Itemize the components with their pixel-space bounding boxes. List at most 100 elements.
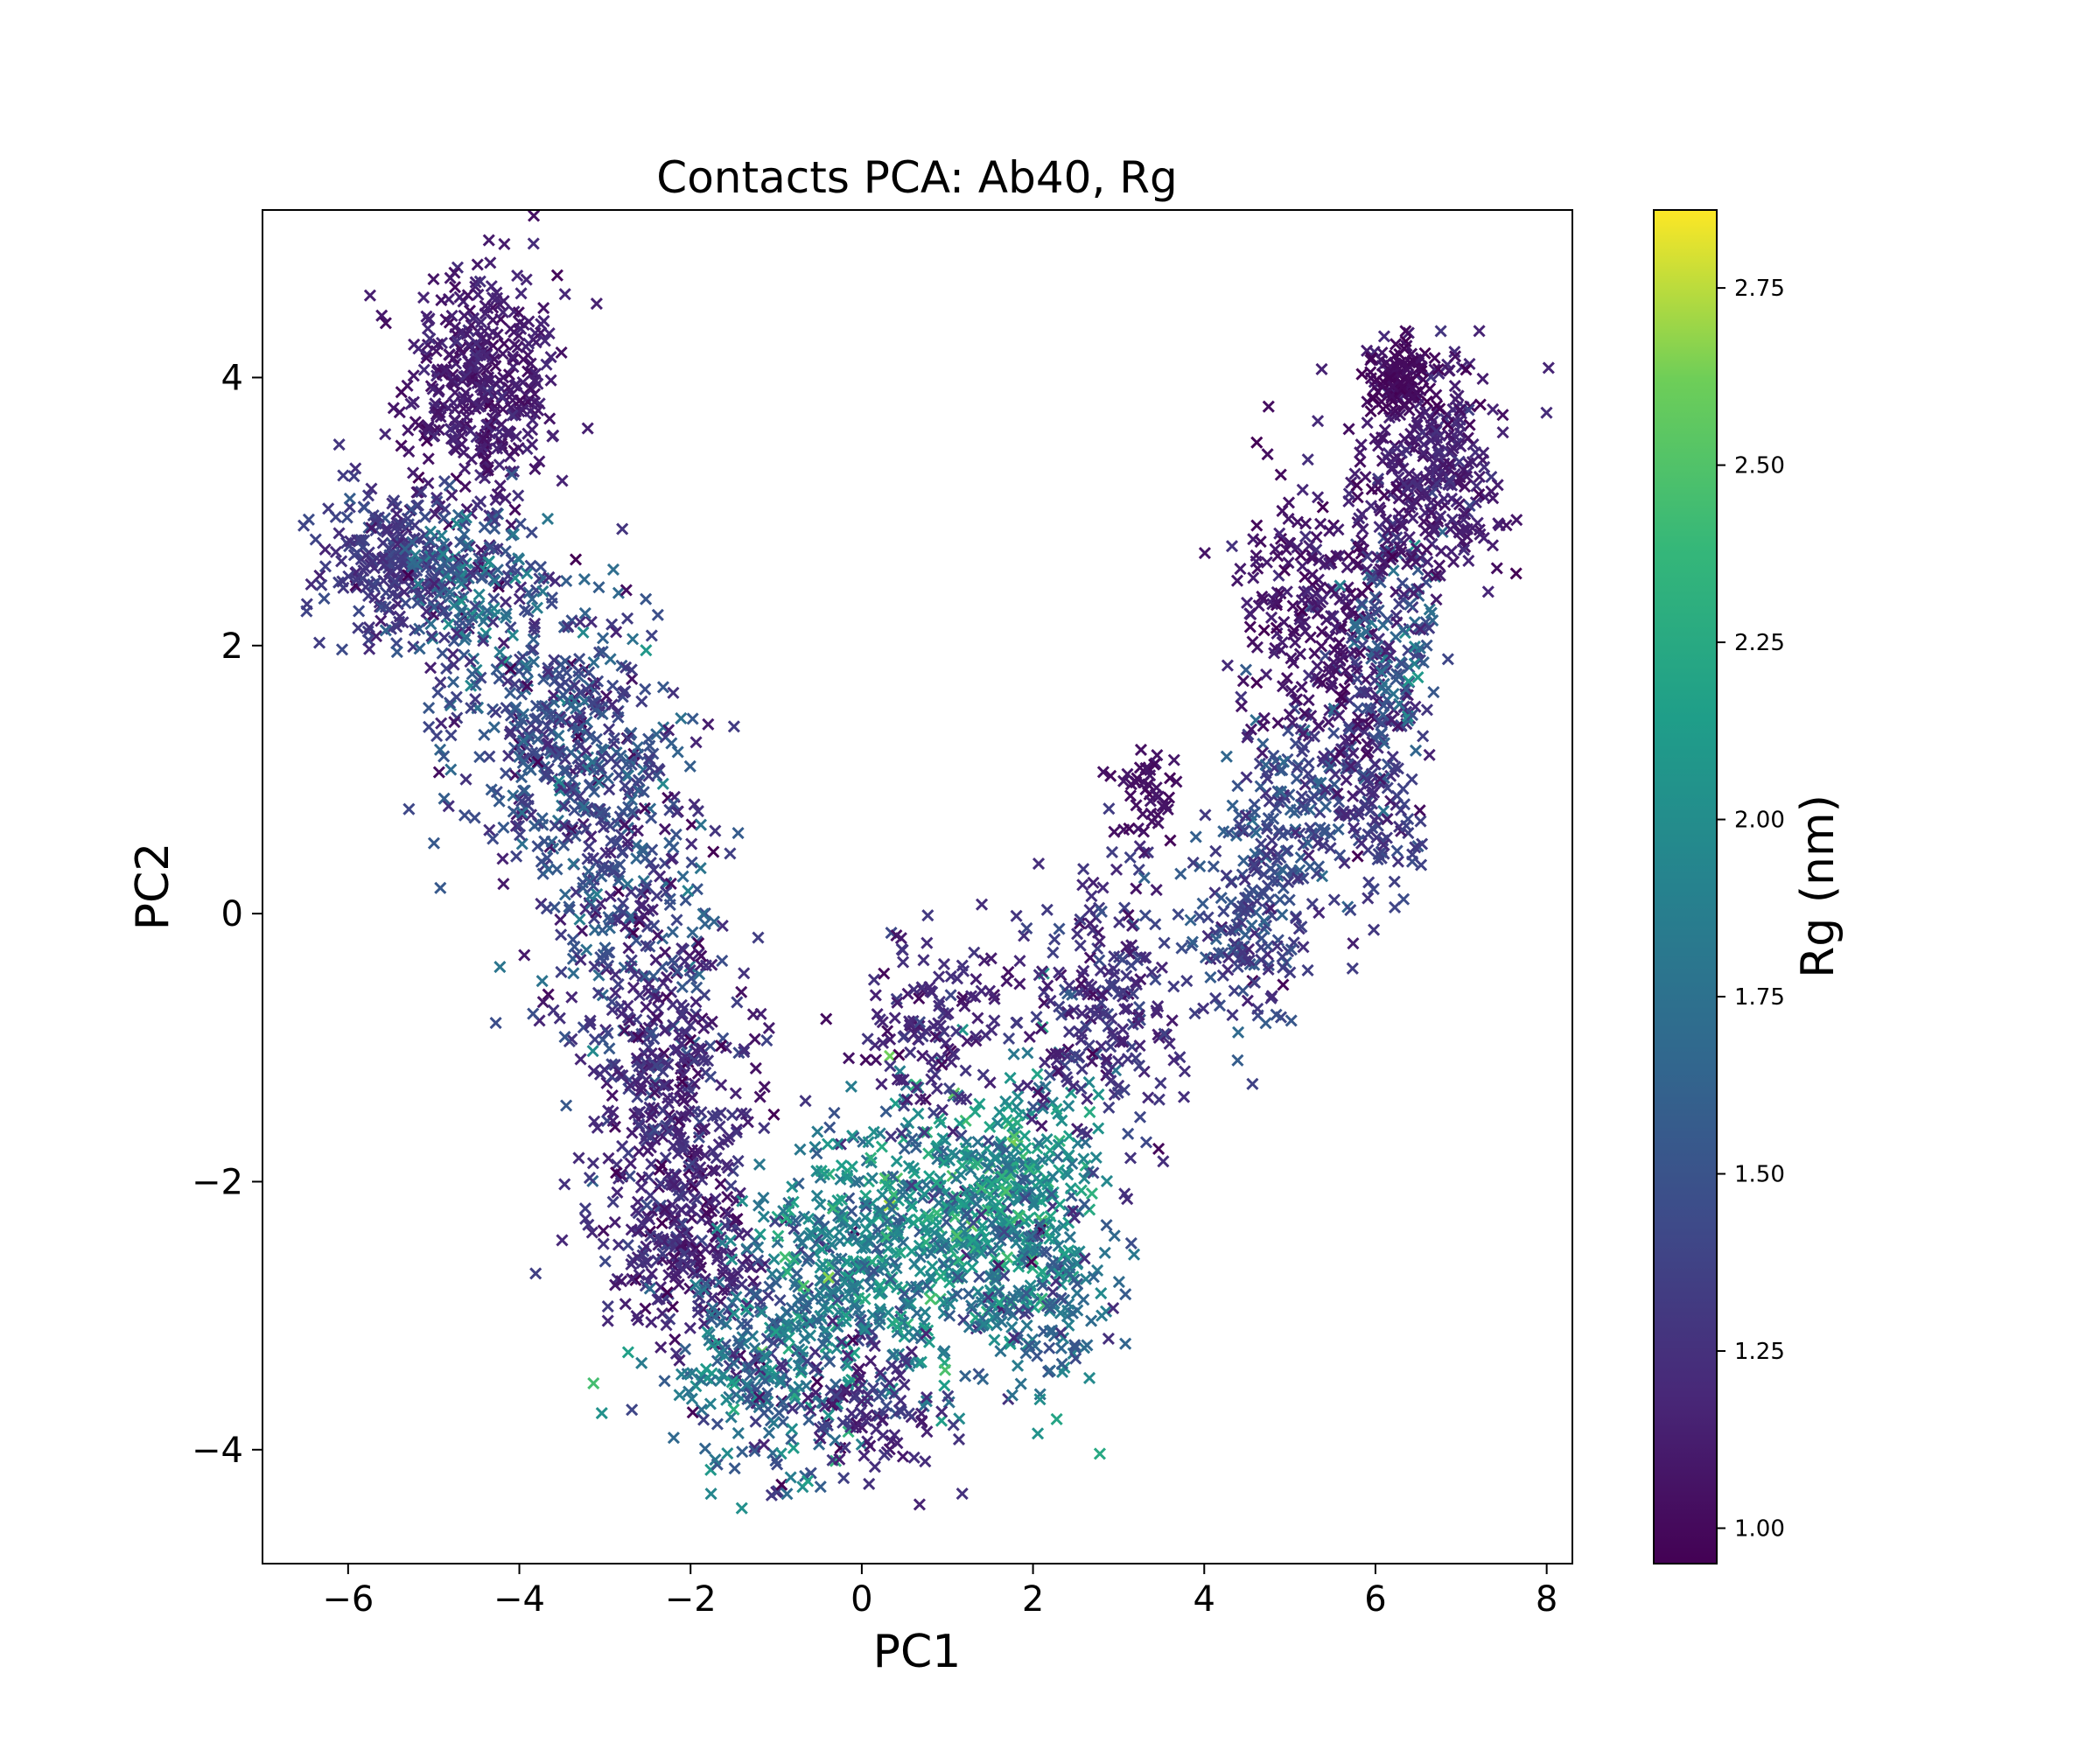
scatter-point	[620, 661, 633, 674]
scatter-point	[592, 775, 606, 789]
scatter-point	[584, 1018, 597, 1031]
scatter-point	[512, 552, 525, 565]
scatter-point	[469, 693, 482, 706]
scatter-point	[667, 686, 680, 699]
scatter-point	[1302, 757, 1315, 770]
scatter-point	[689, 1278, 703, 1292]
scatter-point	[1260, 668, 1273, 682]
scatter-point	[618, 818, 631, 831]
scatter-point	[1062, 979, 1076, 992]
scatter-point	[381, 522, 394, 536]
scatter-point	[541, 512, 555, 525]
scatter-point	[869, 989, 882, 1002]
scatter-point	[1138, 909, 1152, 922]
scatter-point	[1119, 1337, 1132, 1350]
scatter-point	[724, 1276, 738, 1289]
scatter-point	[353, 605, 366, 618]
scatter-point	[640, 644, 653, 657]
scatter-point	[584, 1014, 597, 1027]
scatter-point	[640, 1000, 653, 1014]
scatter-point	[1043, 1341, 1056, 1354]
scatter-point	[748, 1341, 761, 1354]
scatter-point	[913, 1498, 927, 1511]
scatter-point	[350, 573, 363, 586]
scatter-point	[563, 900, 576, 914]
scatter-point	[686, 926, 699, 939]
scatter-point	[1265, 834, 1278, 847]
scatter-point	[556, 746, 570, 759]
scatter-point	[583, 1171, 597, 1185]
scatter-point	[1178, 1065, 1192, 1078]
scatter-point	[610, 1166, 623, 1180]
scatter-point	[665, 737, 678, 750]
scatter-point	[704, 1040, 717, 1053]
scatter-point	[939, 1363, 952, 1376]
scatter-point	[499, 611, 513, 624]
scatter-point	[1448, 379, 1461, 393]
scatter-point	[606, 618, 619, 631]
scatter-point	[562, 620, 575, 634]
scatter-point	[358, 500, 371, 514]
scatter-point	[1013, 977, 1026, 990]
scatter-point	[682, 1159, 696, 1172]
scatter-point	[1235, 700, 1249, 713]
scatter-point	[1312, 491, 1325, 504]
scatter-point	[578, 1202, 592, 1215]
scatter-point	[424, 332, 437, 346]
scatter-point	[1463, 418, 1476, 431]
scatter-point	[544, 708, 557, 721]
scatter-point	[752, 1254, 765, 1267]
scatter-point	[727, 720, 740, 733]
scatter-point	[619, 684, 632, 698]
scatter-point	[478, 361, 491, 374]
scatter-point	[474, 671, 487, 684]
scatter-point	[458, 462, 472, 475]
scatter-point	[428, 578, 441, 591]
scatter-point	[1130, 882, 1143, 895]
scatter-point	[659, 1152, 672, 1165]
scatter-point	[1327, 893, 1340, 906]
scatter-point	[926, 1260, 939, 1273]
scatter-point	[461, 289, 474, 302]
scatter-point	[1284, 1014, 1298, 1027]
scatter-point	[1108, 825, 1121, 838]
scatter-point	[344, 535, 357, 548]
scatter-point	[568, 940, 581, 953]
scatter-point	[821, 1138, 835, 1151]
scatter-point	[1354, 836, 1368, 850]
scatter-point	[1329, 768, 1342, 781]
scatter-point	[959, 1369, 972, 1382]
scatter-point	[644, 1027, 657, 1040]
scatter-point	[1282, 876, 1295, 889]
scatter-point	[916, 1049, 929, 1062]
scatter-point	[663, 899, 676, 912]
scatter-point	[1102, 802, 1116, 816]
scatter-point	[725, 1253, 738, 1266]
scatter-point	[332, 576, 346, 589]
scatter-point	[1277, 978, 1290, 991]
scatter-point	[728, 1462, 741, 1475]
scatter-point	[662, 1096, 676, 1110]
scatter-point	[813, 1214, 826, 1227]
scatter-point	[608, 1058, 621, 1072]
scatter-point	[647, 970, 660, 983]
scatter-point	[988, 1014, 1001, 1027]
scatter-point	[649, 1059, 662, 1072]
scatter-point	[626, 1404, 639, 1417]
scatter-point	[601, 1314, 614, 1327]
scatter-point	[595, 1407, 608, 1420]
scatter-point	[542, 326, 556, 340]
scatter-point	[710, 1110, 724, 1123]
scatter-point	[482, 556, 495, 569]
scatter-point	[1376, 619, 1390, 632]
scatter-point	[453, 342, 466, 355]
scatter-point	[1441, 653, 1454, 666]
scatter-point	[493, 458, 506, 472]
scatter-point	[970, 972, 983, 986]
scatter-point	[1356, 522, 1369, 536]
scatter-point	[691, 1144, 704, 1157]
scatter-point	[788, 1253, 801, 1266]
scatter-point	[841, 1169, 854, 1182]
scatter-point	[1234, 562, 1247, 576]
scatter-point	[644, 1130, 657, 1144]
